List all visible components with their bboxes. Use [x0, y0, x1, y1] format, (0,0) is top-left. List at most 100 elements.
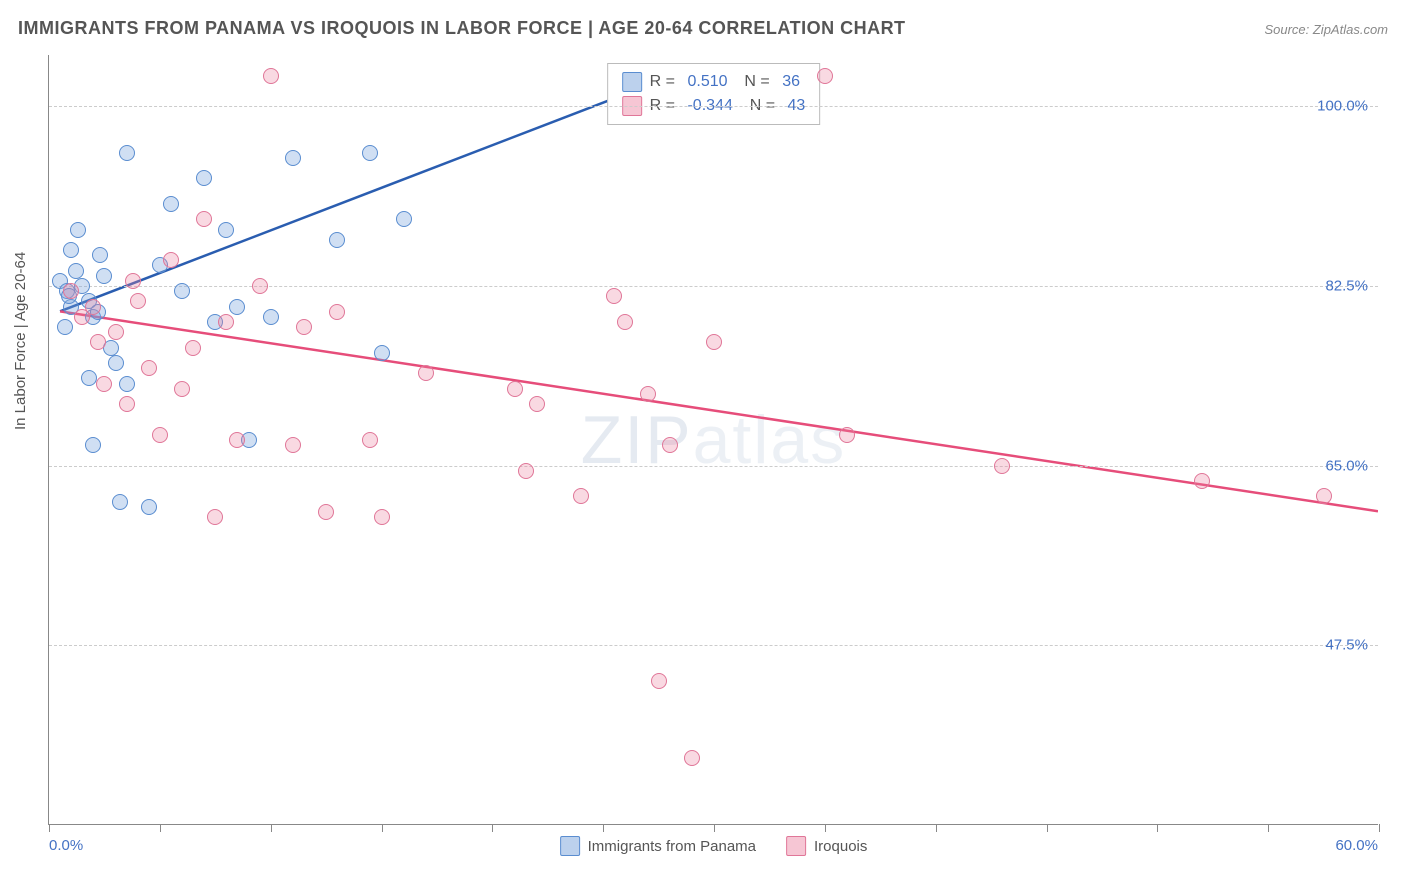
- marker-panama: [112, 494, 128, 510]
- marker-panama: [119, 376, 135, 392]
- marker-iroquois: [296, 319, 312, 335]
- x-tick: [825, 824, 826, 832]
- marker-iroquois: [185, 340, 201, 356]
- bottom-legend-iroquois: Iroquois: [786, 836, 867, 856]
- marker-panama: [329, 232, 345, 248]
- x-tick: [492, 824, 493, 832]
- x-tick: [936, 824, 937, 832]
- marker-iroquois: [518, 463, 534, 479]
- gridline-h: [49, 645, 1378, 646]
- marker-panama: [92, 247, 108, 263]
- correlation-legend: R = 0.510 N = 36 R = -0.344 N = 43: [607, 63, 821, 125]
- marker-panama: [362, 145, 378, 161]
- legend-r-panama: 0.510: [687, 73, 727, 91]
- marker-panama: [163, 196, 179, 212]
- x-max-label: 60.0%: [1335, 837, 1378, 854]
- marker-panama: [396, 211, 412, 227]
- marker-iroquois: [285, 437, 301, 453]
- marker-iroquois: [96, 376, 112, 392]
- plot-area: ZIPatlas R = 0.510 N = 36 R = -0.344 N =…: [48, 55, 1378, 825]
- marker-iroquois: [706, 334, 722, 350]
- x-tick: [603, 824, 604, 832]
- marker-iroquois: [606, 288, 622, 304]
- marker-iroquois: [218, 314, 234, 330]
- marker-iroquois: [507, 381, 523, 397]
- marker-panama: [70, 222, 86, 238]
- marker-panama: [174, 283, 190, 299]
- marker-panama: [285, 150, 301, 166]
- marker-iroquois: [573, 488, 589, 504]
- marker-panama: [119, 145, 135, 161]
- marker-iroquois: [252, 278, 268, 294]
- x-tick: [714, 824, 715, 832]
- marker-iroquois: [125, 273, 141, 289]
- x-tick: [1379, 824, 1380, 832]
- gridline-h: [49, 466, 1378, 467]
- marker-iroquois: [529, 396, 545, 412]
- x-min-label: 0.0%: [49, 837, 83, 854]
- x-tick: [1268, 824, 1269, 832]
- marker-iroquois: [1316, 488, 1332, 504]
- chart-container: IMMIGRANTS FROM PANAMA VS IROQUOIS IN LA…: [0, 0, 1406, 892]
- y-tick-label: 100.0%: [1317, 98, 1368, 115]
- x-tick: [1157, 824, 1158, 832]
- marker-iroquois: [329, 304, 345, 320]
- marker-iroquois: [263, 68, 279, 84]
- marker-panama: [218, 222, 234, 238]
- legend-row-panama: R = 0.510 N = 36: [622, 70, 806, 94]
- y-tick-label: 65.0%: [1325, 457, 1368, 474]
- swatch-blue-icon: [560, 836, 580, 856]
- marker-iroquois: [817, 68, 833, 84]
- marker-iroquois: [130, 293, 146, 309]
- bottom-legend-panama: Immigrants from Panama: [560, 836, 756, 856]
- bottom-legend-label: Iroquois: [814, 838, 867, 855]
- gridline-h: [49, 286, 1378, 287]
- x-tick: [1047, 824, 1048, 832]
- x-tick: [160, 824, 161, 832]
- marker-iroquois: [994, 458, 1010, 474]
- marker-panama: [63, 242, 79, 258]
- marker-panama: [85, 437, 101, 453]
- marker-iroquois: [662, 437, 678, 453]
- marker-iroquois: [196, 211, 212, 227]
- marker-iroquois: [617, 314, 633, 330]
- y-tick-label: 82.5%: [1325, 278, 1368, 295]
- marker-iroquois: [63, 283, 79, 299]
- marker-panama: [229, 299, 245, 315]
- marker-panama: [57, 319, 73, 335]
- marker-iroquois: [90, 334, 106, 350]
- marker-panama: [263, 309, 279, 325]
- marker-iroquois: [651, 673, 667, 689]
- gridline-h: [49, 106, 1378, 107]
- x-tick: [271, 824, 272, 832]
- marker-iroquois: [362, 432, 378, 448]
- marker-iroquois: [684, 750, 700, 766]
- marker-iroquois: [418, 365, 434, 381]
- marker-iroquois: [229, 432, 245, 448]
- legend-n-panama: 36: [782, 73, 800, 91]
- marker-panama: [196, 170, 212, 186]
- marker-iroquois: [163, 252, 179, 268]
- legend-n-label: N =: [736, 73, 775, 91]
- marker-iroquois: [1194, 473, 1210, 489]
- legend-r-label: R =: [650, 73, 680, 91]
- marker-panama: [108, 355, 124, 371]
- marker-panama: [81, 370, 97, 386]
- marker-panama: [68, 263, 84, 279]
- y-axis-label: In Labor Force | Age 20-64: [12, 252, 29, 430]
- source-label: Source: ZipAtlas.com: [1264, 22, 1388, 37]
- marker-iroquois: [174, 381, 190, 397]
- bottom-legend: Immigrants from Panama Iroquois: [560, 836, 868, 856]
- swatch-blue-icon: [622, 72, 642, 92]
- marker-iroquois: [207, 509, 223, 525]
- marker-iroquois: [152, 427, 168, 443]
- marker-iroquois: [108, 324, 124, 340]
- bottom-legend-label: Immigrants from Panama: [588, 838, 756, 855]
- marker-panama: [141, 499, 157, 515]
- marker-panama: [374, 345, 390, 361]
- marker-iroquois: [374, 509, 390, 525]
- trend-line-panama: [60, 86, 647, 312]
- marker-iroquois: [141, 360, 157, 376]
- marker-iroquois: [119, 396, 135, 412]
- chart-title: IMMIGRANTS FROM PANAMA VS IROQUOIS IN LA…: [18, 18, 906, 39]
